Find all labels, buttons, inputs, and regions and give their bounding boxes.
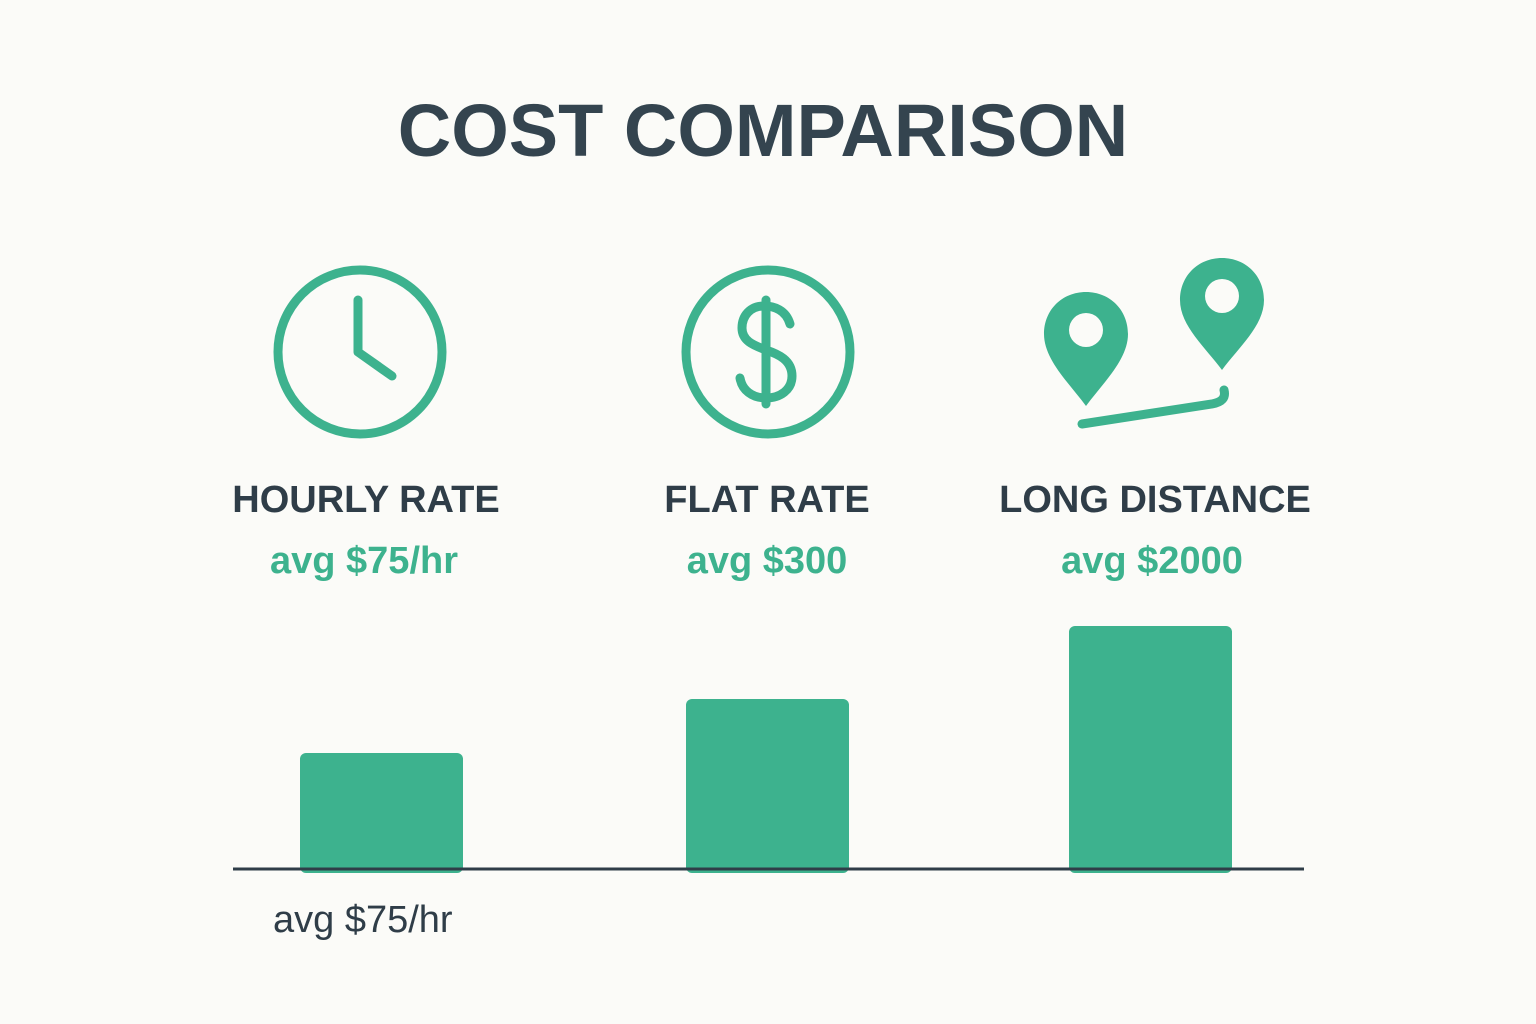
bar-shape [1069, 626, 1232, 873]
location-icon [1044, 258, 1264, 429]
item-price: avg $2000 [1061, 540, 1243, 582]
clock-icon [273, 265, 447, 439]
dollar-icon [681, 265, 855, 439]
item-label: FLAT RATE [664, 479, 869, 521]
bar-shape [686, 699, 849, 873]
item-label: LONG DISTANCE [999, 479, 1311, 521]
bar-shape [300, 753, 463, 873]
footnote: avg $75/hr [273, 899, 453, 941]
item-label: HOURLY RATE [232, 479, 499, 521]
title: COST COMPARISON [398, 89, 1128, 172]
item-price: avg $300 [687, 540, 848, 582]
item-price: avg $75/hr [270, 540, 458, 582]
